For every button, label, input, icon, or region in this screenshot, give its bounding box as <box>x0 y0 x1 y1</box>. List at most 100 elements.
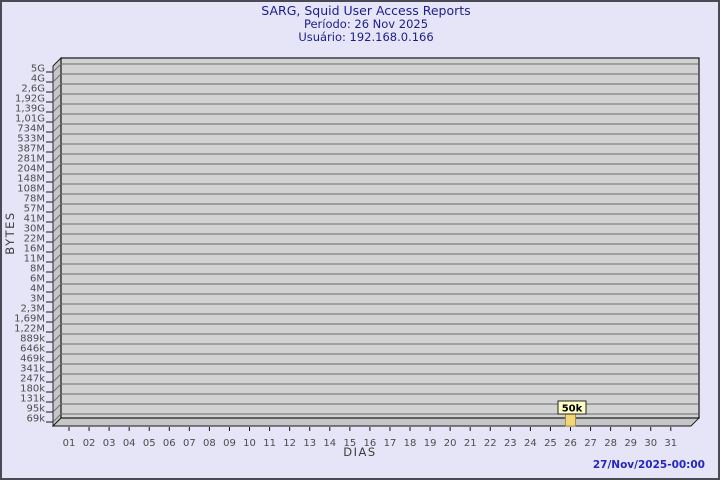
x-tick-label: 11 <box>263 438 276 449</box>
x-tick-label: 25 <box>544 438 557 449</box>
y-tick-label: 889k <box>20 334 45 345</box>
x-tick-label: 06 <box>163 438 176 449</box>
wall-gridline <box>52 253 62 263</box>
wall-gridline <box>52 343 62 353</box>
y-tick-label: 469k <box>20 354 45 365</box>
x-tick-label: 29 <box>624 438 637 449</box>
x-tick-label: 24 <box>524 438 537 449</box>
y-tick-label: 69k <box>26 414 45 425</box>
y-tick-label: 341k <box>20 364 45 375</box>
wall-gridline <box>52 313 62 323</box>
x-tick-label: 16 <box>364 438 377 449</box>
y-tick-label: 180k <box>20 384 45 395</box>
x-tick-label: 01 <box>63 438 76 449</box>
x-tick-label: 17 <box>384 438 397 449</box>
y-axis-title: BYTES <box>3 211 17 254</box>
x-tick-label: 02 <box>83 438 96 449</box>
plot-face <box>60 57 700 419</box>
y-tick-label: 8M <box>30 264 45 275</box>
y-tick-label: 95k <box>26 404 45 415</box>
wall-gridline <box>52 403 62 413</box>
wall-gridline <box>52 223 62 233</box>
x-tick-label: 23 <box>504 438 517 449</box>
x-tick-label: 12 <box>283 438 296 449</box>
x-tick-label: 13 <box>303 438 316 449</box>
wall-gridline <box>52 303 62 313</box>
y-tick-label: 22M <box>24 234 45 245</box>
wall-gridline <box>52 103 62 113</box>
wall-gridline <box>52 163 62 173</box>
data-point-day-26: 50k <box>557 400 587 427</box>
wall-gridline <box>52 203 62 213</box>
y-tick-label: 4G <box>31 74 45 85</box>
y-tick-label: 1,92G <box>15 94 45 105</box>
value-badge-label: 50k <box>562 404 583 415</box>
x-tick-label: 15 <box>343 438 356 449</box>
wall-gridline <box>52 133 62 143</box>
wall-gridline <box>52 323 62 333</box>
wall-gridline <box>52 233 62 243</box>
y-tick-label: 6M <box>30 274 45 285</box>
y-tick-label: 16M <box>24 244 45 255</box>
wall-gridline <box>52 263 62 273</box>
x-tick-label: 07 <box>183 438 196 449</box>
y-tick-label: 1,69M <box>14 314 45 325</box>
y-tick-label: 3M <box>30 294 45 305</box>
x-tick-label: 05 <box>143 438 156 449</box>
y-tick-label: 5G <box>31 64 45 75</box>
x-tick-label: 19 <box>424 438 437 449</box>
wall-gridline <box>52 93 62 103</box>
wall-gridline <box>52 173 62 183</box>
wall-gridline <box>52 123 62 133</box>
chart-subtitle-user: Usuário: 192.168.0.166 <box>298 30 433 44</box>
y-tick-label: 1,39G <box>15 104 45 115</box>
wall-gridline <box>52 243 62 253</box>
wall-gridline <box>52 383 62 393</box>
y-tick-label: 148M <box>17 174 45 185</box>
y-tick-label: 41M <box>24 214 45 225</box>
wall-gridline <box>52 193 62 203</box>
x-tick-label: 08 <box>203 438 216 449</box>
y-tick-label: 4M <box>30 284 45 295</box>
x-tick-label: 26 <box>564 438 577 449</box>
y-tick-label: 11M <box>24 254 45 265</box>
wall-gridline <box>52 363 62 373</box>
y-tick-label: 533M <box>17 134 45 145</box>
wall-gridline <box>52 333 62 343</box>
x-tick-label: 21 <box>464 438 477 449</box>
x-tick-label: 10 <box>243 438 256 449</box>
wall-gridline <box>52 113 62 123</box>
x-tick-label: 03 <box>103 438 116 449</box>
wall-gridline <box>52 83 62 93</box>
wall-gridline <box>52 283 62 293</box>
x-tick-label: 27 <box>584 438 597 449</box>
x-tick-label: 04 <box>123 438 136 449</box>
chart-title: SARG, Squid User Access Reports <box>261 3 470 18</box>
y-tick-label: 247k <box>20 374 45 385</box>
bar-day-26 <box>565 412 576 427</box>
x-tick-label: 14 <box>323 438 336 449</box>
y-tick-label: 108M <box>17 184 45 195</box>
wall-gridline <box>52 273 62 283</box>
y-tick-label: 1,01G <box>15 114 45 125</box>
value-badge <box>557 400 587 415</box>
x-tick-label: 18 <box>404 438 417 449</box>
x-tick-label: 20 <box>444 438 457 449</box>
y-tick-label: 646k <box>20 344 45 355</box>
y-tick-label: 2,6G <box>21 84 45 95</box>
wall-gridline <box>52 293 62 303</box>
y-tick-label: 30M <box>24 224 45 235</box>
y-tick-label: 281M <box>17 154 45 165</box>
plot-bottom-strip <box>51 417 701 427</box>
wall-gridline <box>52 353 62 363</box>
wall-gridline <box>52 153 62 163</box>
y-tick-label: 1,22M <box>14 324 45 335</box>
y-tick-label: 734M <box>17 124 45 135</box>
y-tick-label: 387M <box>17 144 45 155</box>
wall-gridline <box>52 63 62 73</box>
y-tick-label: 57M <box>24 204 45 215</box>
y-tick-label: 78M <box>24 194 45 205</box>
